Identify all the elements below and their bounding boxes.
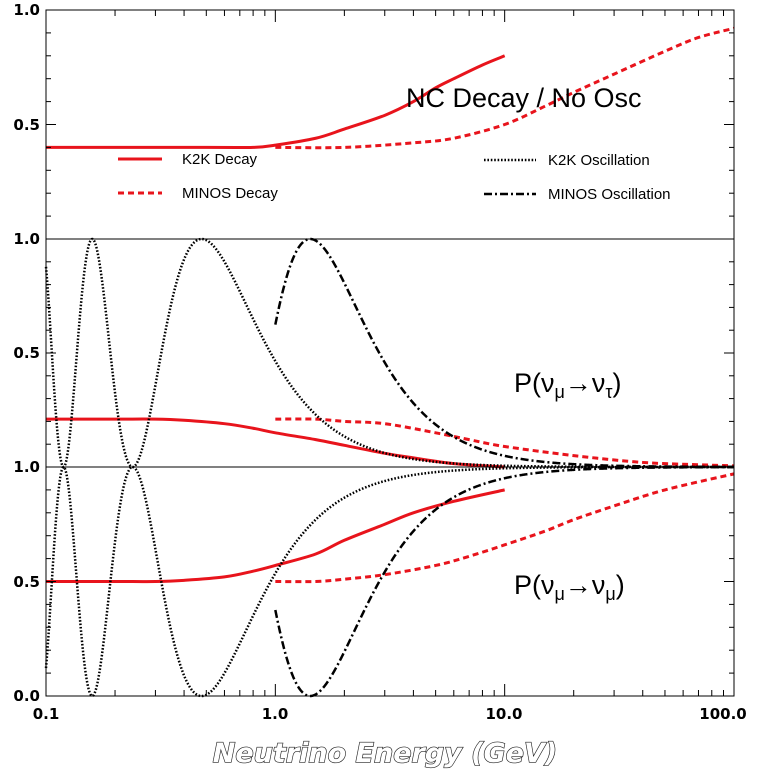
tau-label-nu2: ν bbox=[592, 368, 606, 398]
legend-label-minos-decay: MINOS Decay bbox=[182, 185, 278, 202]
mu-label-nu1: ν bbox=[541, 570, 555, 600]
legend-label-minos-oscillation: MINOS Oscillation bbox=[548, 186, 671, 203]
series-tau-minos-oscillation bbox=[274, 237, 734, 469]
x-ticks-layer bbox=[45, 10, 735, 696]
mu-label-sub2: μ bbox=[605, 584, 615, 604]
x-tick-label-0-1: 0.1 bbox=[33, 705, 60, 723]
y-tick-label-mu-top: 1.0 bbox=[13, 458, 40, 476]
mu-panel-label: P(νμ→νμ) bbox=[514, 570, 625, 604]
tau-label-nu1: ν bbox=[541, 368, 555, 398]
legend-label-k2k-decay: K2K Decay bbox=[182, 151, 258, 168]
series-tau-minos-decay bbox=[275, 417, 735, 468]
series-mu-k2k-decay bbox=[46, 488, 505, 584]
mu-label-close: ) bbox=[616, 570, 625, 600]
legend-label-k2k-oscillation: K2K Oscillation bbox=[548, 152, 650, 169]
y-tick-label-mu-mid: 0.5 bbox=[13, 573, 40, 591]
mu-label-prefix: P bbox=[514, 570, 532, 600]
y-tick-label-nc-mid: 0.5 bbox=[13, 116, 40, 134]
y-tick-label-tau-mid: 0.5 bbox=[13, 344, 40, 362]
x-axis-title: Neutrino Energy (GeV) bbox=[213, 738, 557, 769]
tau-label-sub1: μ bbox=[555, 382, 565, 402]
tau-label-arrow: → bbox=[565, 368, 592, 398]
x-tick-label-100: 100.0 bbox=[699, 705, 746, 723]
mu-label-sub1: μ bbox=[555, 584, 565, 604]
tau-label-sub2: τ bbox=[605, 382, 612, 402]
y-ticks-layer bbox=[46, 9, 734, 697]
mu-label-open: ( bbox=[532, 570, 541, 600]
y-tick-label-nc-top: 1.0 bbox=[13, 1, 40, 19]
y-tick-label-tau-top: 1.0 bbox=[13, 230, 40, 248]
series-tau-k2k-oscillation bbox=[44, 237, 734, 469]
series-nc-k2k-decay bbox=[45, 54, 506, 150]
curves-layer bbox=[44, 26, 735, 698]
tau-label-prefix: P bbox=[514, 368, 532, 398]
x-tick-label-1: 1.0 bbox=[262, 705, 289, 723]
y-tick-label-mu-bottom: 0.0 bbox=[13, 687, 40, 705]
tau-label-close: ) bbox=[613, 368, 622, 398]
series-mu-minos-oscillation bbox=[274, 465, 734, 698]
legend: K2K Decay MINOS Decay K2K Oscillation MI… bbox=[118, 151, 671, 203]
mu-label-nu2: ν bbox=[592, 570, 606, 600]
mu-label-arrow: → bbox=[565, 570, 592, 600]
x-tick-label-10: 10.0 bbox=[485, 705, 522, 723]
nc-panel-label: NC Decay / No Osc bbox=[406, 83, 642, 113]
tau-panel-label: P(νμ→ντ) bbox=[514, 368, 622, 402]
series-nc-minos-decay bbox=[275, 26, 735, 150]
tau-label-open: ( bbox=[532, 368, 541, 398]
